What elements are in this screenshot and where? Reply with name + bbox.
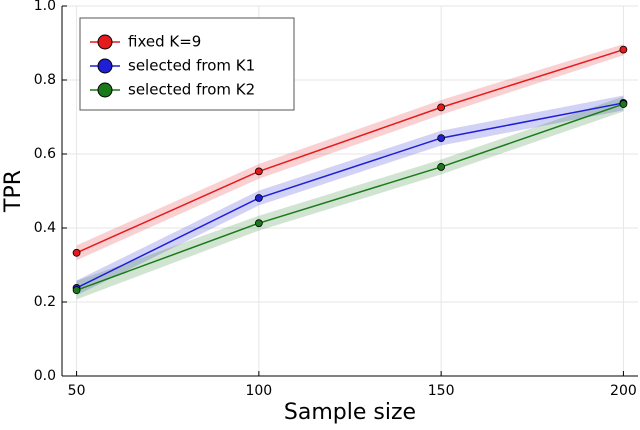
legend-marker xyxy=(97,82,113,98)
y-tick-label: 0.8 xyxy=(34,72,56,88)
point xyxy=(437,134,446,142)
point xyxy=(254,167,263,176)
line xyxy=(76,48,624,254)
y-tick-label: 0.0 xyxy=(34,368,56,384)
x-tick-label: 200 xyxy=(610,383,637,399)
legend-label: selected from K2 xyxy=(128,81,255,99)
legend-box xyxy=(79,17,295,111)
y-tick-label: 0.4 xyxy=(34,220,56,236)
y-tick-label: 0.2 xyxy=(34,294,56,310)
point xyxy=(254,194,263,202)
error-band xyxy=(76,95,624,296)
legend-marker xyxy=(97,58,113,74)
point xyxy=(437,103,446,112)
point xyxy=(619,45,628,54)
point xyxy=(437,163,446,171)
legend-label: selected from K1 xyxy=(128,57,255,75)
x-tick-label: 50 xyxy=(68,383,86,399)
error-band xyxy=(76,44,624,261)
point xyxy=(254,219,263,228)
x-tick-label: 100 xyxy=(245,383,272,399)
y-tick-label: 0.6 xyxy=(34,146,56,162)
x-tick-label: 150 xyxy=(428,383,455,399)
y-tick-label: 1.0 xyxy=(34,0,56,14)
y-axis-label: TPR xyxy=(1,170,26,213)
error-band xyxy=(76,96,624,300)
legend-label: fixed K=9 xyxy=(128,33,201,51)
point xyxy=(72,286,81,295)
line xyxy=(76,102,624,289)
point xyxy=(619,100,628,108)
line xyxy=(76,103,624,291)
legend-marker xyxy=(97,34,113,50)
legend: fixed K=9 selected from K1 selected from K… xyxy=(79,17,295,111)
point xyxy=(72,248,81,257)
x-axis-label: Sample size xyxy=(284,400,416,425)
